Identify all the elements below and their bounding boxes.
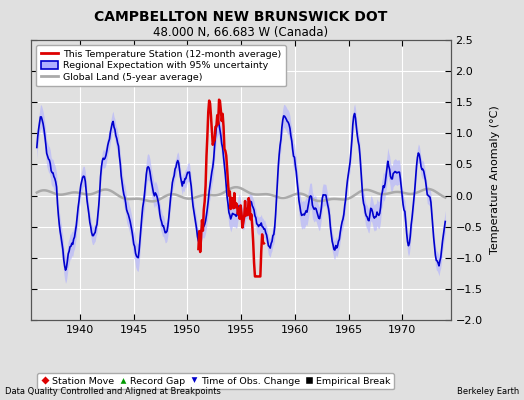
Text: 48.000 N, 66.683 W (Canada): 48.000 N, 66.683 W (Canada) bbox=[154, 26, 329, 39]
Legend: Station Move, Record Gap, Time of Obs. Change, Empirical Break: Station Move, Record Gap, Time of Obs. C… bbox=[37, 373, 395, 390]
Text: CAMPBELLTON NEW BRUNSWICK DOT: CAMPBELLTON NEW BRUNSWICK DOT bbox=[94, 10, 388, 24]
Y-axis label: Temperature Anomaly (°C): Temperature Anomaly (°C) bbox=[489, 106, 499, 254]
Text: Berkeley Earth: Berkeley Earth bbox=[456, 387, 519, 396]
Text: Data Quality Controlled and Aligned at Breakpoints: Data Quality Controlled and Aligned at B… bbox=[5, 387, 221, 396]
